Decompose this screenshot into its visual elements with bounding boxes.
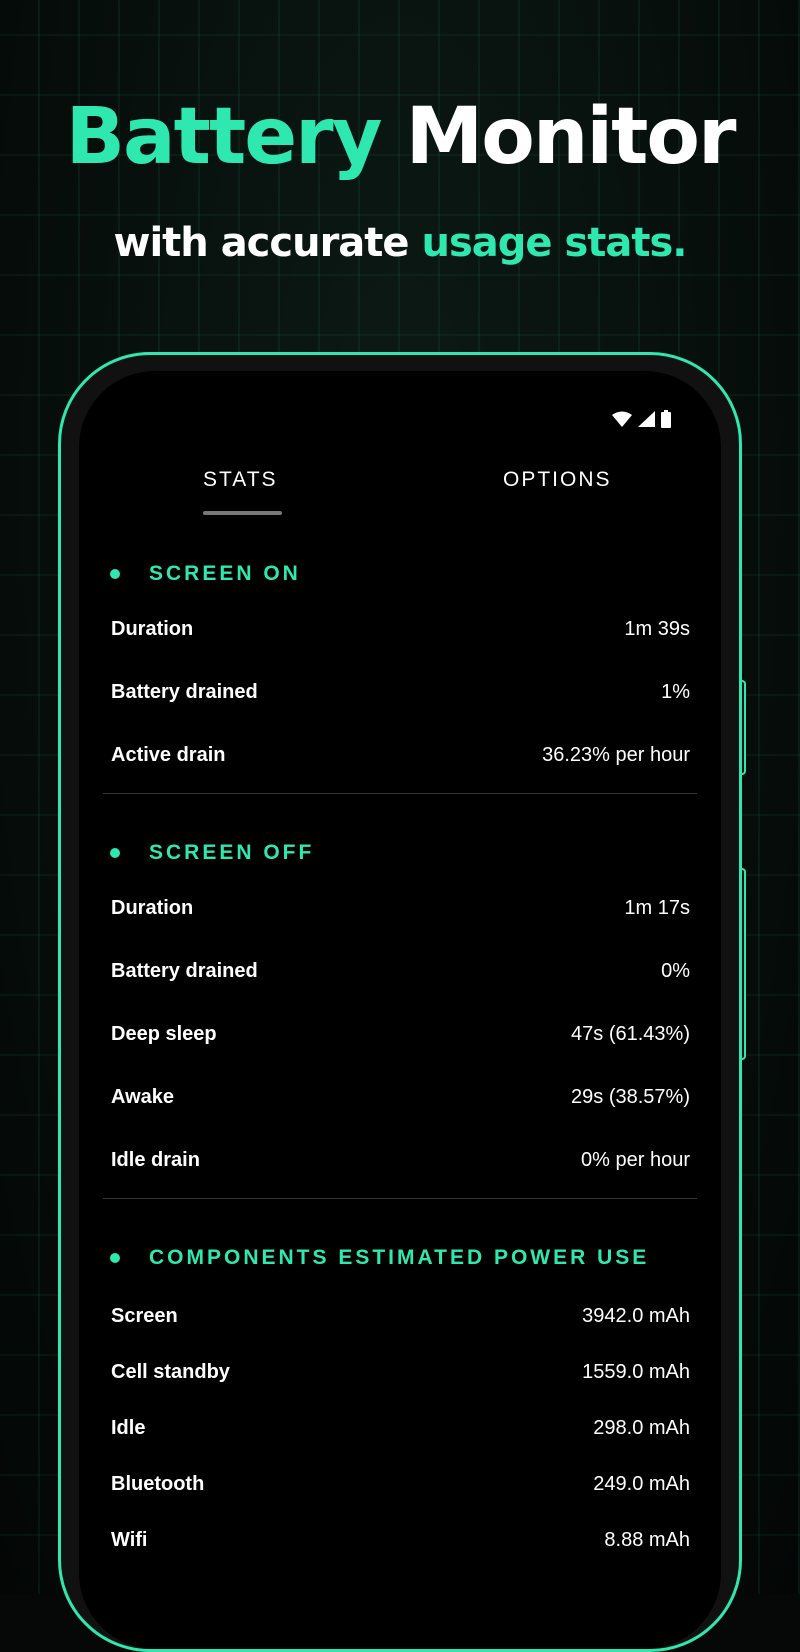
stat-value: 0%: [661, 960, 690, 982]
stat-row: Cell standby 1559.0 mAh: [111, 1361, 690, 1384]
stat-row: Bluetooth 249.0 mAh: [111, 1473, 690, 1496]
stat-label: Active drain: [111, 744, 226, 766]
stat-label: Battery drained: [111, 681, 258, 703]
stat-label: Duration: [111, 618, 194, 640]
stat-value: 0% per hour: [581, 1149, 690, 1171]
stat-value: 1m 39s: [624, 618, 690, 640]
stat-value: 47s (61.43%): [571, 1023, 690, 1045]
bullet-icon: [110, 1253, 120, 1263]
stat-row: Battery drained 1%: [111, 681, 690, 704]
stat-value: 298.0 mAh: [593, 1417, 690, 1439]
stat-value: 249.0 mAh: [593, 1473, 690, 1495]
stat-label: Screen: [111, 1305, 178, 1327]
tab-options[interactable]: OPTIONS: [503, 468, 612, 491]
section-header: COMPONENTS ESTIMATED POWER USE: [110, 1246, 649, 1270]
tab-stats[interactable]: STATS: [203, 468, 278, 491]
power-button: [740, 868, 746, 1060]
stat-value: 8.88 mAh: [604, 1529, 690, 1551]
stat-value: 1559.0 mAh: [582, 1361, 690, 1383]
headline: Battery Monitor: [65, 92, 737, 182]
divider: [103, 1198, 697, 1199]
stat-row: Wifi 8.88 mAh: [111, 1529, 690, 1552]
stat-label: Awake: [111, 1086, 175, 1108]
section-header: SCREEN OFF: [110, 841, 314, 865]
stat-label: Wifi: [111, 1529, 148, 1551]
wifi-icon: [612, 411, 632, 427]
stat-label: Deep sleep: [111, 1023, 217, 1045]
stat-value: 1%: [661, 681, 690, 703]
stat-label: Idle: [111, 1417, 146, 1439]
stat-row: Battery drained 0%: [111, 960, 690, 983]
bullet-icon: [110, 569, 120, 579]
stat-row: Awake 29s (38.57%): [111, 1086, 690, 1109]
bullet-icon: [110, 848, 120, 858]
stat-label: Duration: [111, 897, 194, 919]
active-tab-indicator: [203, 511, 282, 515]
stat-row: Idle drain 0% per hour: [111, 1149, 690, 1172]
stat-row: Duration 1m 17s: [111, 897, 690, 920]
battery-icon: [661, 410, 671, 428]
stat-row: Screen 3942.0 mAh: [111, 1305, 690, 1328]
divider: [103, 793, 697, 794]
subheadline: with accurate usage stats.: [113, 220, 688, 266]
stat-value: 29s (38.57%): [571, 1086, 690, 1108]
phone-frame: [58, 352, 742, 1652]
stat-row: Duration 1m 39s: [111, 618, 690, 641]
stat-label: Idle drain: [111, 1149, 200, 1171]
status-bar: [612, 410, 671, 428]
stat-row: Active drain 36.23% per hour: [111, 744, 690, 767]
stat-row: Deep sleep 47s (61.43%): [111, 1023, 690, 1046]
stat-row: Idle 298.0 mAh: [111, 1417, 690, 1440]
stat-value: 36.23% per hour: [542, 744, 690, 766]
stat-label: Bluetooth: [111, 1473, 205, 1495]
section-header: SCREEN ON: [110, 562, 301, 586]
phone-screen: [79, 371, 721, 1649]
volume-button: [740, 680, 746, 775]
stat-label: Battery drained: [111, 960, 258, 982]
stat-value: 3942.0 mAh: [582, 1305, 690, 1327]
stat-value: 1m 17s: [624, 897, 690, 919]
stat-label: Cell standby: [111, 1361, 230, 1383]
signal-icon: [638, 411, 655, 427]
